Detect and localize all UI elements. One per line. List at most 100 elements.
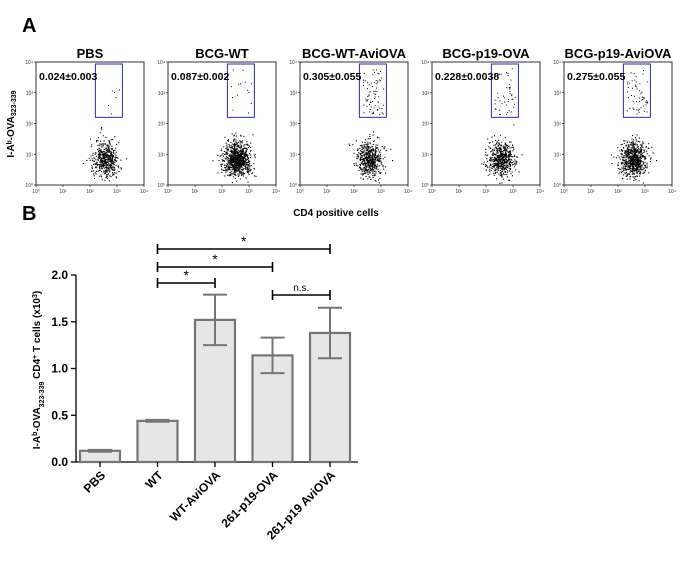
event-dot [483,163,485,165]
event-dot [230,162,232,164]
event-dot [372,154,374,156]
event-dot [228,174,230,176]
event-dot [493,172,495,174]
event-dot [633,160,635,162]
event-dot [375,148,377,150]
event-dot [634,154,636,156]
gate-event-dot [380,77,382,79]
gate-event-dot [242,69,244,71]
event-dot [373,162,375,164]
event-dot [627,147,629,149]
event-dot [239,171,241,173]
event-dot [235,168,237,170]
event-dot [369,155,371,157]
event-dot [493,159,495,161]
event-dot [99,169,101,171]
gate-event-dot [511,98,513,100]
event-dot [512,146,514,148]
event-dot [379,165,381,167]
event-dot [630,141,632,143]
event-dot [509,164,511,166]
event-dot [243,135,245,137]
event-dot [504,167,506,169]
event-dot [634,150,636,152]
event-dot [229,172,231,174]
event-dot [628,163,630,165]
flow-y-tick-label: 10¹ [554,152,562,158]
gate-event-dot [366,105,368,107]
event-dot [516,161,518,163]
event-dot [509,169,511,171]
event-dot [365,143,367,145]
event-dot [235,132,237,134]
event-dot [93,163,95,165]
event-dot [644,170,646,172]
event-dot [502,146,504,148]
event-dot [510,155,512,157]
event-dot [104,153,106,155]
event-dot [639,175,641,177]
event-dot [98,153,100,155]
event-dot [99,149,101,151]
event-dot [103,155,105,157]
event-dot [115,156,117,158]
event-dot [509,170,511,172]
event-dot [110,154,112,156]
event-dot [239,171,241,173]
gate-event-dot [507,111,509,113]
event-dot [376,155,378,157]
flow-y-tick-label: 10² [158,122,166,128]
gate-event-dot [630,72,632,74]
gate-event-dot [374,98,376,100]
gate-event-dot [636,113,638,115]
event-dot [232,168,234,170]
event-dot [367,143,369,145]
event-dot [234,168,236,170]
event-dot [223,150,225,152]
event-dot [357,148,359,150]
event-dot [101,151,103,153]
event-dot [630,163,632,165]
event-dot [637,160,639,162]
event-dot [637,150,639,152]
event-dot [503,160,505,162]
event-dot [636,172,638,174]
event-dot [233,139,235,141]
event-dot [356,157,358,159]
event-dot [619,158,621,160]
event-dot [491,150,493,152]
event-dot [628,151,630,153]
event-dot [503,157,505,159]
gate-event-dot [376,91,378,93]
flow-y-tick-label: 10⁴ [157,60,165,66]
event-dot [101,176,103,178]
event-dot [92,154,94,156]
event-dot [250,142,252,144]
event-dot [245,160,247,162]
event-dot [231,155,233,157]
event-dot [648,143,650,145]
event-dot [227,150,229,152]
event-dot [636,175,638,177]
event-dot [361,151,363,153]
event-dot [624,165,626,167]
event-dot [640,160,642,162]
event-dot [509,160,511,162]
event-dot [634,157,636,159]
event-dot [633,150,635,152]
event-dot [372,171,374,173]
event-dot [107,159,109,161]
gate-event-dot [629,107,631,109]
event-dot [641,165,643,167]
event-dot [248,162,250,164]
event-dot [504,136,506,138]
event-dot [104,158,106,160]
event-dot [237,159,239,161]
event-dot [649,160,651,162]
event-dot [102,154,104,156]
event-dot [103,140,105,142]
event-dot [116,157,118,159]
event-dot [369,143,371,145]
event-dot [103,164,105,166]
event-dot [375,150,377,152]
